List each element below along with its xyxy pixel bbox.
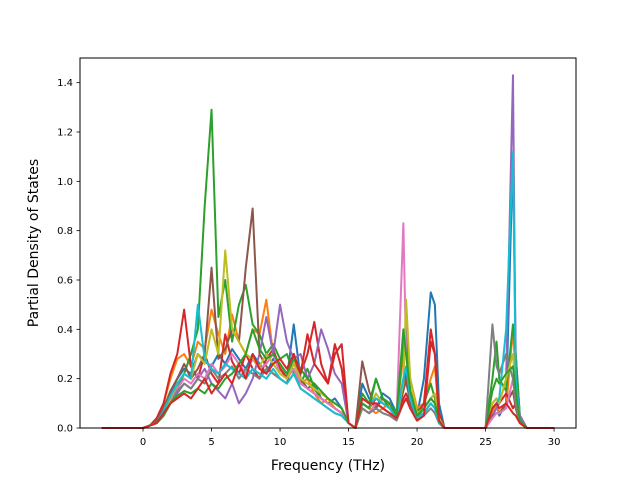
- axis-ticks: 0 5 10 15 20 25 30 0.0 0.2 0.4 0.6 0.8 1.0 1.2 1.4: [57, 78, 560, 448]
- y-tick-label: 0.4: [57, 325, 73, 336]
- y-tick-label: 0.2: [57, 374, 73, 385]
- plot-frame: [79, 57, 577, 429]
- x-tick-label: 30: [548, 437, 561, 448]
- y-tick-label: 1.2: [57, 128, 73, 139]
- y-axis-label: Partial Density of States: [26, 159, 42, 327]
- y-tick-label: 0.0: [57, 424, 73, 435]
- y-tick-label: 1.0: [57, 177, 73, 188]
- y-tick-label: 1.4: [57, 78, 73, 89]
- x-tick-label: 25: [479, 437, 492, 448]
- x-tick-label: 0: [140, 437, 146, 448]
- x-tick-label: 10: [274, 437, 287, 448]
- y-tick-label: 0.6: [57, 276, 73, 287]
- x-tick-label: 20: [411, 437, 424, 448]
- y-tick-label: 0.8: [57, 226, 73, 237]
- x-tick-label: 15: [342, 437, 355, 448]
- x-tick-label: 5: [208, 437, 214, 448]
- x-axis-label: Frequency (THz): [271, 458, 385, 474]
